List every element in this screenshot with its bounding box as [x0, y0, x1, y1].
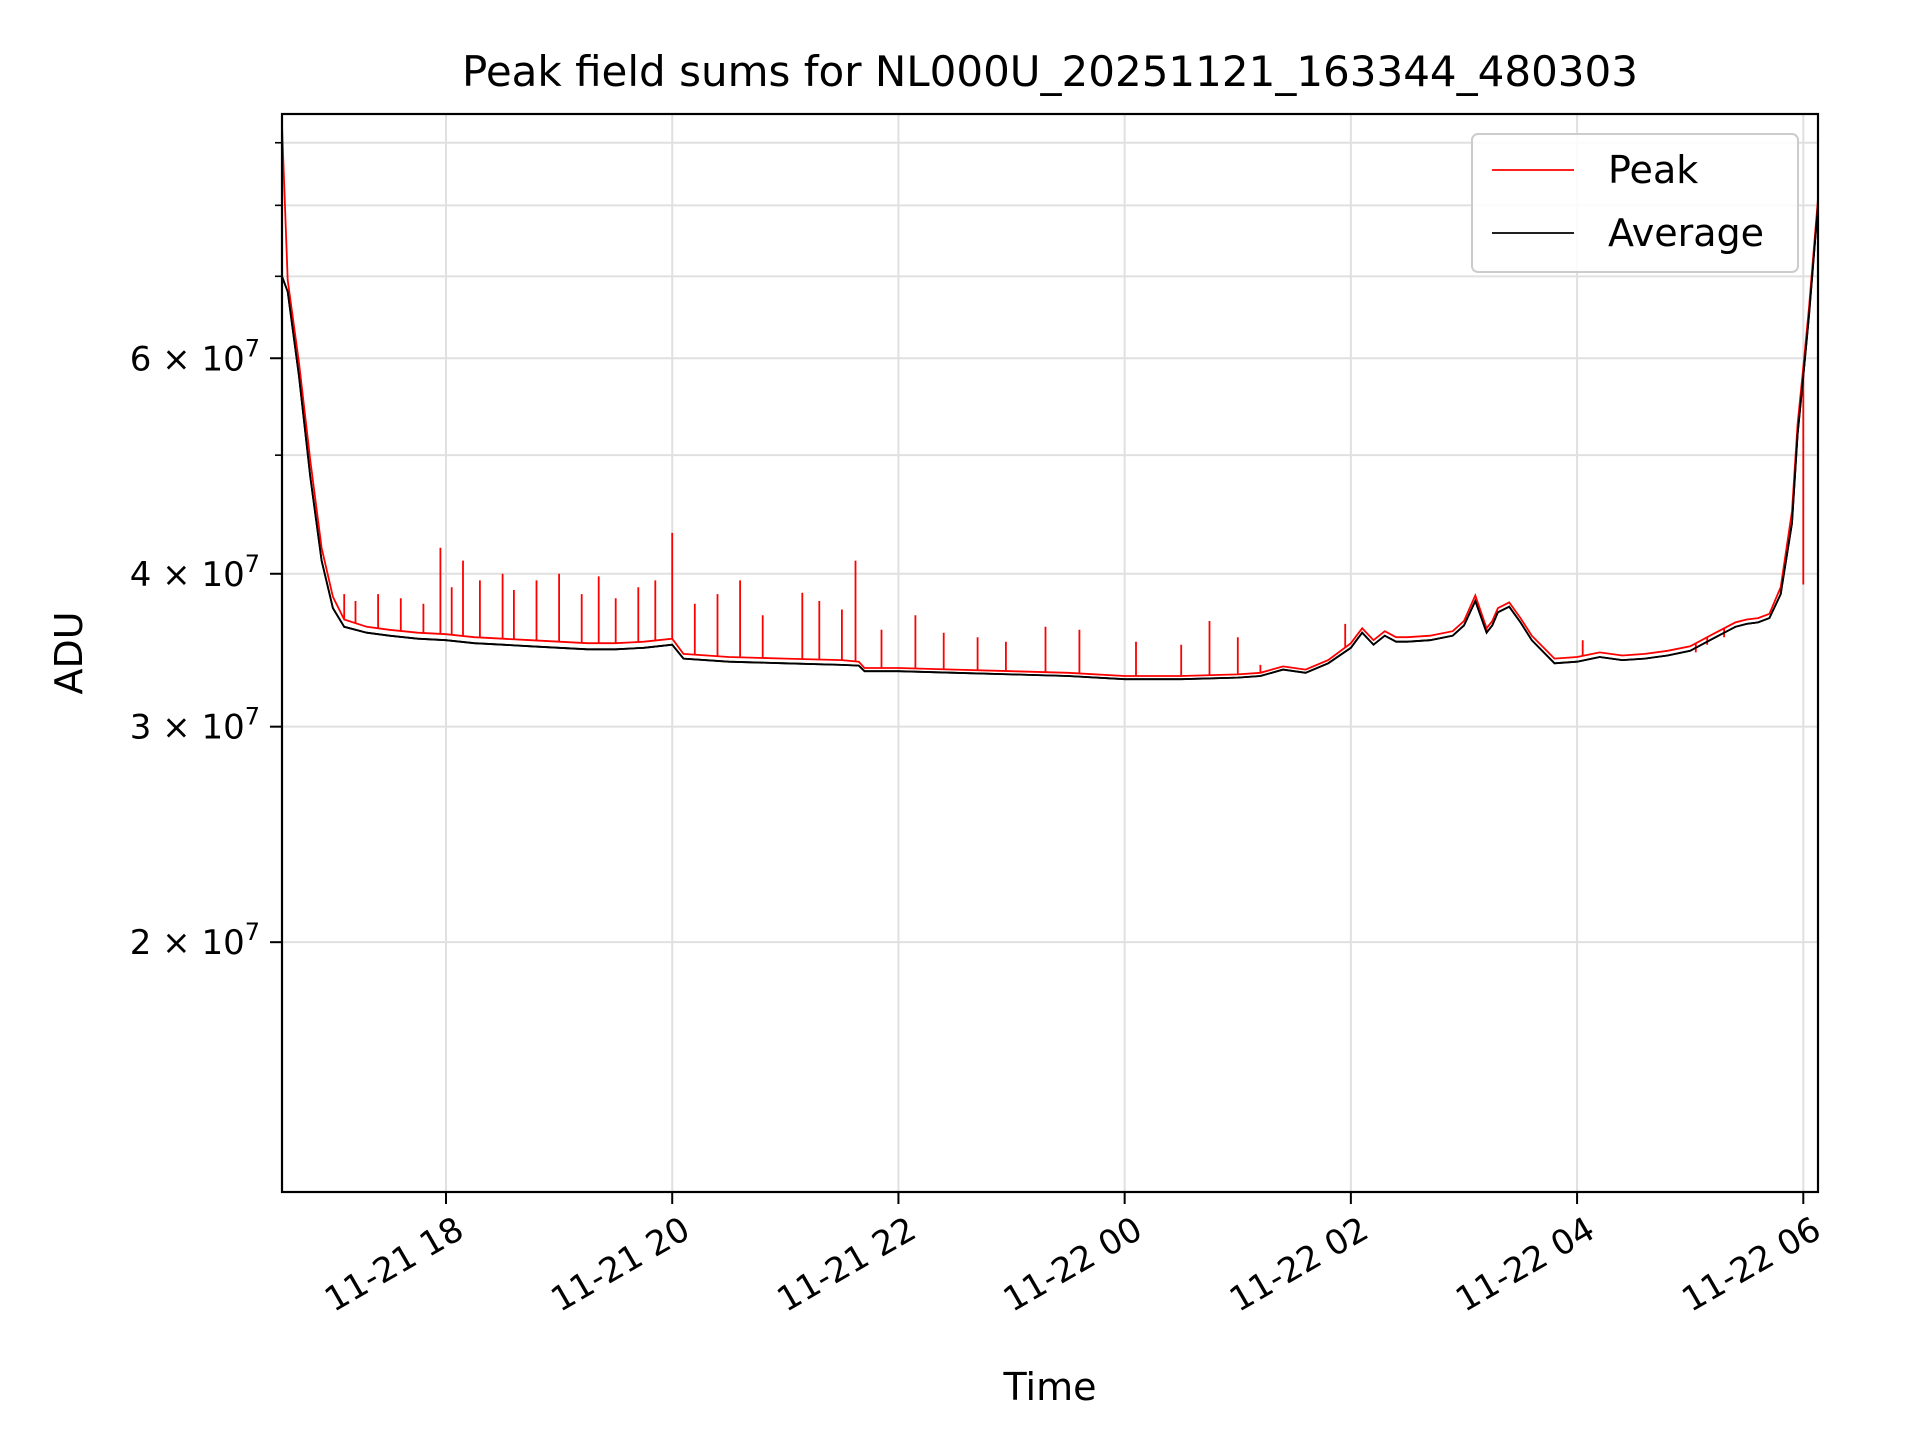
- series-peak-spikes: [343, 367, 1805, 676]
- y-axis-label: ADU: [47, 611, 91, 694]
- y-tick-label: 6 × 107: [130, 334, 260, 379]
- plot-frame: [280, 112, 1820, 1194]
- chart-title: Peak field sums for NL000U_20251121_1633…: [462, 47, 1638, 96]
- legend-peak-label: Peak: [1608, 148, 1698, 192]
- x-axis-label: Time: [1003, 1365, 1097, 1409]
- legend: Peak Average: [1471, 133, 1799, 273]
- y-tick-label: 4 × 107: [130, 550, 260, 595]
- series-average-line-overlay: [282, 205, 1818, 681]
- grid-lines: [282, 114, 1818, 1192]
- legend-box: [1471, 133, 1799, 273]
- series-peak-line: [282, 125, 1818, 677]
- legend-average-label: Average: [1608, 211, 1764, 255]
- y-tick-label: 2 × 107: [130, 918, 260, 963]
- y-axis-ticks: 2 × 107 3 × 107 4 × 107 6 × 107: [130, 141, 282, 963]
- y-tick-label: 3 × 107: [130, 703, 260, 748]
